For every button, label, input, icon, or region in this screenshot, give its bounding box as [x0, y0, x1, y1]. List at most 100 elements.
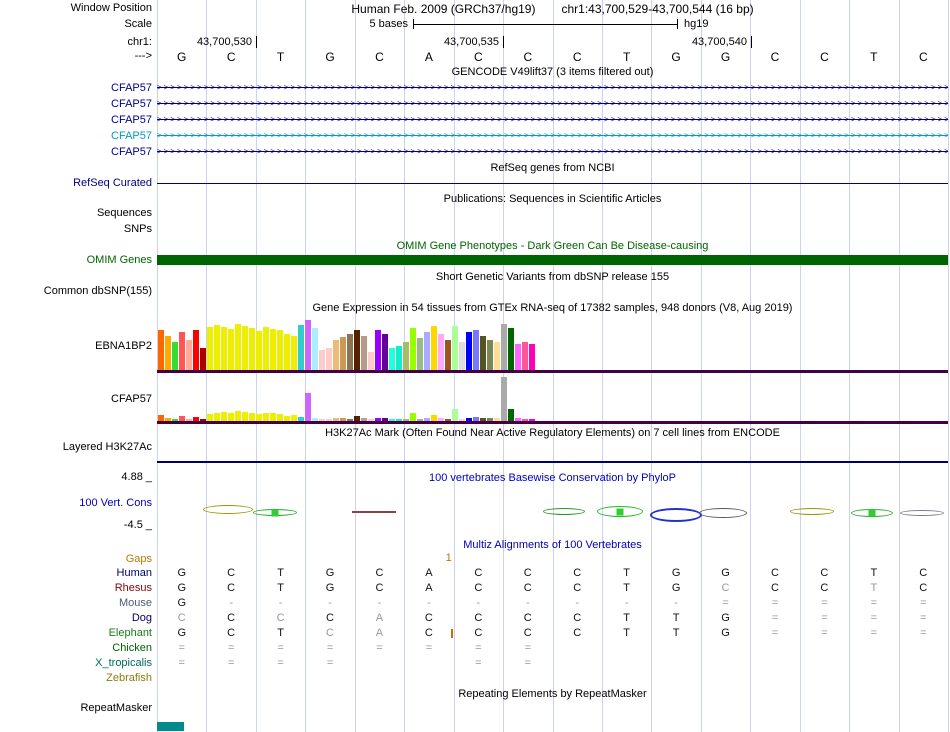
- gtex-bar[interactable]: [179, 332, 185, 370]
- gtex-bar[interactable]: [228, 413, 234, 421]
- gtex-bar[interactable]: [172, 419, 178, 421]
- gtex-bar[interactable]: [221, 412, 227, 421]
- gtex-bar[interactable]: [214, 413, 220, 421]
- gtex-bar[interactable]: [452, 326, 458, 370]
- gencode-transcript-arrows[interactable]: >>>>>>>>>>>>>>>>>>>>>>>>>>>>>>>>>>>>>>>>…: [157, 83, 948, 92]
- gencode-transcript-arrows[interactable]: >>>>>>>>>>>>>>>>>>>>>>>>>>>>>>>>>>>>>>>>…: [157, 131, 948, 140]
- gtex-bar[interactable]: [515, 418, 521, 421]
- gtex-bar[interactable]: [473, 417, 479, 421]
- gtex-bar[interactable]: [417, 419, 423, 421]
- gtex-bar[interactable]: [305, 393, 311, 421]
- gtex-bar[interactable]: [347, 334, 353, 370]
- gtex-bar[interactable]: [291, 336, 297, 370]
- gtex-bar[interactable]: [221, 327, 227, 370]
- species-label[interactable]: Mouse: [118, 597, 152, 609]
- gtex-bar[interactable]: [445, 340, 451, 370]
- gtex-bar[interactable]: [263, 413, 269, 421]
- gtex-bar[interactable]: [368, 352, 374, 370]
- gtex-gene2-baseline[interactable]: [157, 421, 948, 424]
- gtex-bar[interactable]: [515, 344, 521, 370]
- species-label[interactable]: Human: [116, 567, 152, 579]
- conservation-mark[interactable]: [650, 508, 702, 522]
- species-label[interactable]: Zebrafish: [106, 672, 152, 684]
- gtex-bar[interactable]: [445, 419, 451, 421]
- gtex-bar[interactable]: [270, 413, 276, 421]
- gtex-bar[interactable]: [340, 337, 346, 370]
- gtex-bar[interactable]: [494, 342, 500, 370]
- gtex-bar[interactable]: [207, 414, 213, 421]
- gtex-bar[interactable]: [235, 411, 241, 421]
- gtex-bar[interactable]: [382, 418, 388, 421]
- gtex-bar[interactable]: [200, 419, 206, 421]
- gtex-bar[interactable]: [158, 330, 164, 370]
- gtex-bar[interactable]: [501, 377, 507, 421]
- gtex-bar[interactable]: [207, 327, 213, 370]
- gtex-bar[interactable]: [417, 338, 423, 370]
- gtex-bar[interactable]: [494, 418, 500, 421]
- conservation-mark[interactable]: [597, 506, 643, 517]
- gtex-bar[interactable]: [200, 348, 206, 370]
- gtex-bar[interactable]: [466, 418, 472, 421]
- gtex-bar[interactable]: [214, 325, 220, 370]
- species-label[interactable]: X_tropicalis: [95, 657, 152, 669]
- gencode-transcript-label[interactable]: CFAP57: [111, 114, 152, 126]
- gtex-bar[interactable]: [368, 419, 374, 421]
- gtex-bar[interactable]: [158, 415, 164, 421]
- gtex-bar[interactable]: [235, 324, 241, 370]
- species-label[interactable]: Dog: [131, 612, 152, 624]
- conservation-label[interactable]: 100 Vert. Cons: [79, 497, 152, 509]
- gencode-transcript-label[interactable]: CFAP57: [111, 146, 152, 158]
- gtex-bar[interactable]: [473, 330, 479, 370]
- gtex-bar[interactable]: [256, 414, 262, 421]
- gtex-bar[interactable]: [312, 418, 318, 421]
- gtex-bar[interactable]: [501, 324, 507, 370]
- gtex-bar[interactable]: [256, 331, 262, 370]
- gtex-bar[interactable]: [459, 342, 465, 370]
- gtex-bar[interactable]: [396, 346, 402, 370]
- omim-genes-label[interactable]: OMIM Genes: [86, 254, 152, 266]
- gtex-bar[interactable]: [389, 348, 395, 370]
- gencode-transcript-label[interactable]: CFAP57: [111, 130, 152, 142]
- gtex-bar[interactable]: [382, 334, 388, 370]
- gtex-bar[interactable]: [459, 419, 465, 421]
- gtex-bar[interactable]: [347, 419, 353, 421]
- gtex-bar[interactable]: [354, 330, 360, 370]
- gtex-bar[interactable]: [172, 342, 178, 370]
- gtex-bar[interactable]: [298, 417, 304, 421]
- gencode-transcript-arrows[interactable]: >>>>>>>>>>>>>>>>>>>>>>>>>>>>>>>>>>>>>>>>…: [157, 147, 948, 156]
- gtex-bar[interactable]: [298, 325, 304, 370]
- gtex-bar[interactable]: [529, 344, 535, 370]
- gtex-bar[interactable]: [284, 416, 290, 421]
- gtex-bar[interactable]: [249, 413, 255, 421]
- gtex-bar[interactable]: [431, 326, 437, 370]
- gtex-bar[interactable]: [340, 418, 346, 421]
- gtex-bar[interactable]: [270, 329, 276, 370]
- gtex-bar[interactable]: [326, 348, 332, 370]
- gtex-bar[interactable]: [277, 414, 283, 421]
- gtex-bar[interactable]: [263, 327, 269, 370]
- gtex-bar[interactable]: [424, 418, 430, 421]
- gtex-bar[interactable]: [305, 320, 311, 370]
- gtex-bar[interactable]: [193, 417, 199, 421]
- gtex-bar[interactable]: [403, 419, 409, 421]
- h3k27ac-track[interactable]: [157, 461, 948, 463]
- gtex-bar[interactable]: [438, 418, 444, 421]
- refseq-curated-track[interactable]: [157, 183, 948, 184]
- gtex-bar[interactable]: [508, 409, 514, 421]
- gtex-bar[interactable]: [186, 419, 192, 421]
- gtex-bar[interactable]: [508, 328, 514, 370]
- conservation-mark[interactable]: [352, 511, 396, 513]
- gtex-bar[interactable]: [312, 328, 318, 370]
- gtex-bar[interactable]: [375, 418, 381, 421]
- gtex-bar[interactable]: [487, 340, 493, 370]
- gtex-bar[interactable]: [522, 419, 528, 421]
- gtex-bar[interactable]: [165, 336, 171, 370]
- gtex-bar[interactable]: [249, 328, 255, 370]
- gtex-gene1-baseline[interactable]: [157, 370, 948, 373]
- gtex-bar[interactable]: [424, 332, 430, 370]
- conservation-mark[interactable]: [790, 508, 834, 515]
- species-label[interactable]: Chicken: [112, 642, 152, 654]
- gtex-bar[interactable]: [277, 330, 283, 370]
- gencode-transcript-arrows[interactable]: >>>>>>>>>>>>>>>>>>>>>>>>>>>>>>>>>>>>>>>>…: [157, 99, 948, 108]
- gtex-bar[interactable]: [165, 418, 171, 421]
